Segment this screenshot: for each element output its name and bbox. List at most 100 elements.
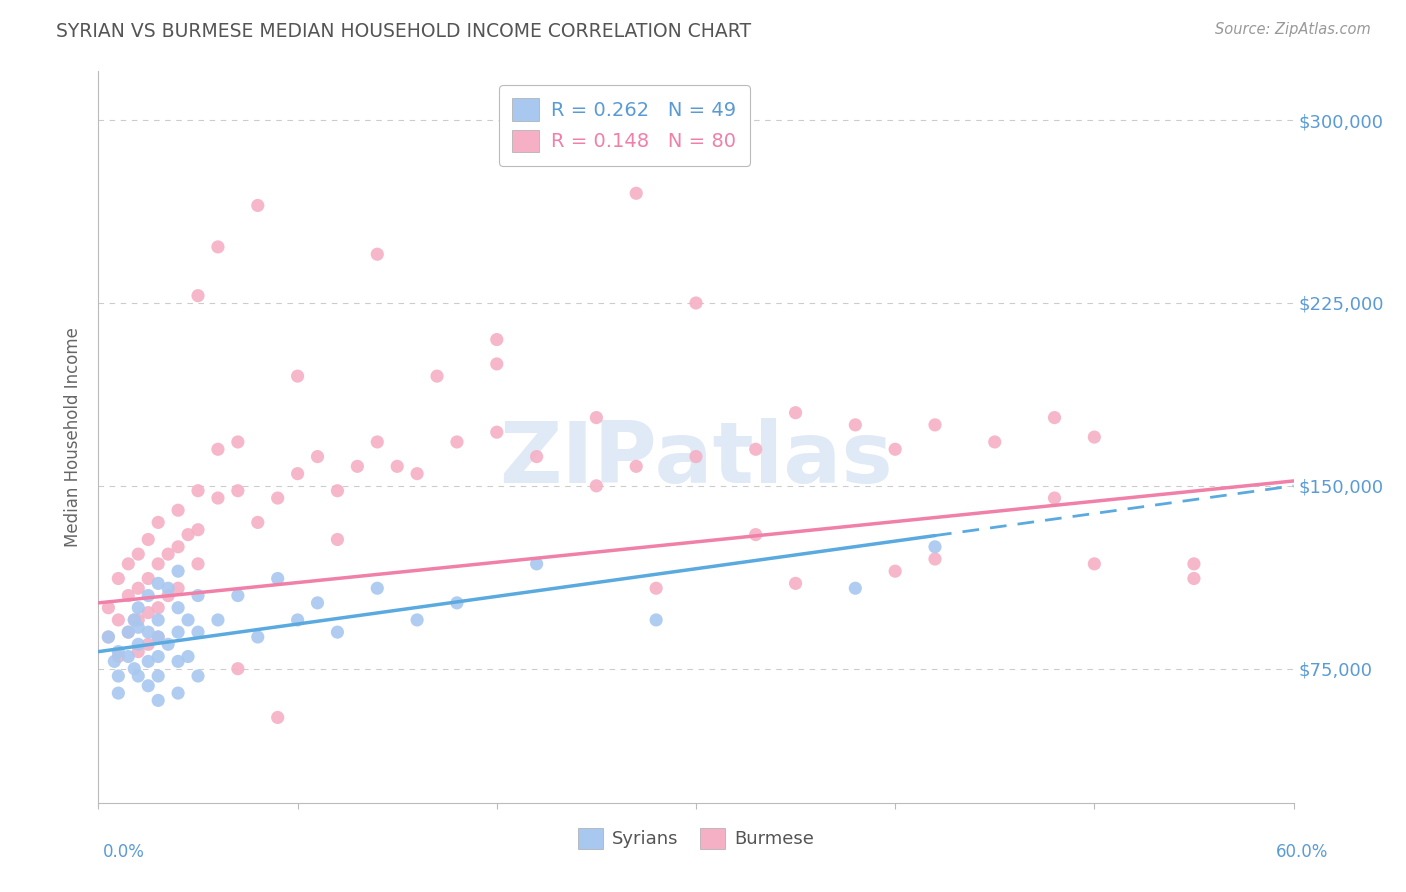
Point <box>984 434 1007 449</box>
Point <box>1043 491 1066 505</box>
Point <box>148 669 170 683</box>
Point <box>924 540 946 554</box>
Point <box>884 442 907 457</box>
Point <box>148 613 170 627</box>
Point <box>626 459 648 474</box>
Point <box>346 459 368 474</box>
Point <box>207 442 229 457</box>
Point <box>127 637 149 651</box>
Point <box>226 589 249 603</box>
Point <box>207 240 229 254</box>
Point <box>287 613 309 627</box>
Point <box>226 483 249 498</box>
Point <box>446 434 468 449</box>
Point <box>107 649 129 664</box>
Point <box>745 527 768 541</box>
Point <box>167 600 190 615</box>
Point <box>685 450 707 464</box>
Point <box>167 503 190 517</box>
Point <box>97 630 120 644</box>
Point <box>326 483 349 498</box>
Point <box>177 527 200 541</box>
Point <box>148 600 170 615</box>
Point <box>406 613 429 627</box>
Point <box>366 247 388 261</box>
Point <box>167 564 190 578</box>
Point <box>117 649 139 664</box>
Point <box>844 417 866 432</box>
Point <box>136 637 159 651</box>
Point <box>148 576 170 591</box>
Point <box>187 523 209 537</box>
Point <box>124 613 146 627</box>
Point <box>107 613 129 627</box>
Point <box>307 596 329 610</box>
Point <box>167 581 190 595</box>
Point <box>148 557 170 571</box>
Point <box>167 625 190 640</box>
Point <box>103 654 125 668</box>
Point <box>187 557 209 571</box>
Point <box>127 669 149 683</box>
Point <box>366 434 388 449</box>
Legend: Syrians, Burmese: Syrians, Burmese <box>571 821 821 856</box>
Point <box>136 679 159 693</box>
Point <box>385 459 409 474</box>
Point <box>366 581 388 595</box>
Point <box>97 600 120 615</box>
Point <box>1083 430 1105 444</box>
Point <box>406 467 429 481</box>
Point <box>157 547 180 561</box>
Point <box>207 613 229 627</box>
Point <box>226 434 249 449</box>
Point <box>136 625 159 640</box>
Point <box>326 625 349 640</box>
Point <box>485 357 508 371</box>
Point <box>148 649 170 664</box>
Point <box>645 613 668 627</box>
Point <box>267 572 290 586</box>
Point <box>1182 572 1205 586</box>
Point <box>1083 557 1105 571</box>
Point <box>685 296 707 310</box>
Point <box>124 662 146 676</box>
Text: ZIPatlas: ZIPatlas <box>499 417 893 500</box>
Point <box>177 649 200 664</box>
Point <box>127 645 149 659</box>
Point <box>136 654 159 668</box>
Point <box>177 613 200 627</box>
Point <box>167 540 190 554</box>
Point <box>148 630 170 644</box>
Point <box>117 589 139 603</box>
Point <box>526 450 548 464</box>
Text: 60.0%: 60.0% <box>1277 843 1329 861</box>
Text: Source: ZipAtlas.com: Source: ZipAtlas.com <box>1215 22 1371 37</box>
Point <box>127 581 149 595</box>
Point <box>745 442 768 457</box>
Point <box>267 710 290 724</box>
Point <box>585 479 607 493</box>
Point <box>187 625 209 640</box>
Point <box>924 552 946 566</box>
Point <box>844 581 866 595</box>
Point <box>148 693 170 707</box>
Point <box>785 576 807 591</box>
Point <box>167 686 190 700</box>
Point <box>785 406 807 420</box>
Point <box>246 630 269 644</box>
Point <box>446 596 468 610</box>
Point <box>187 589 209 603</box>
Point <box>246 198 269 212</box>
Y-axis label: Median Household Income: Median Household Income <box>65 327 83 547</box>
Point <box>136 533 159 547</box>
Point <box>136 606 159 620</box>
Point <box>485 333 508 347</box>
Point <box>187 669 209 683</box>
Point <box>107 669 129 683</box>
Point <box>626 186 648 201</box>
Point <box>124 613 146 627</box>
Point <box>1043 410 1066 425</box>
Point <box>136 589 159 603</box>
Point <box>97 630 120 644</box>
Point <box>187 288 209 302</box>
